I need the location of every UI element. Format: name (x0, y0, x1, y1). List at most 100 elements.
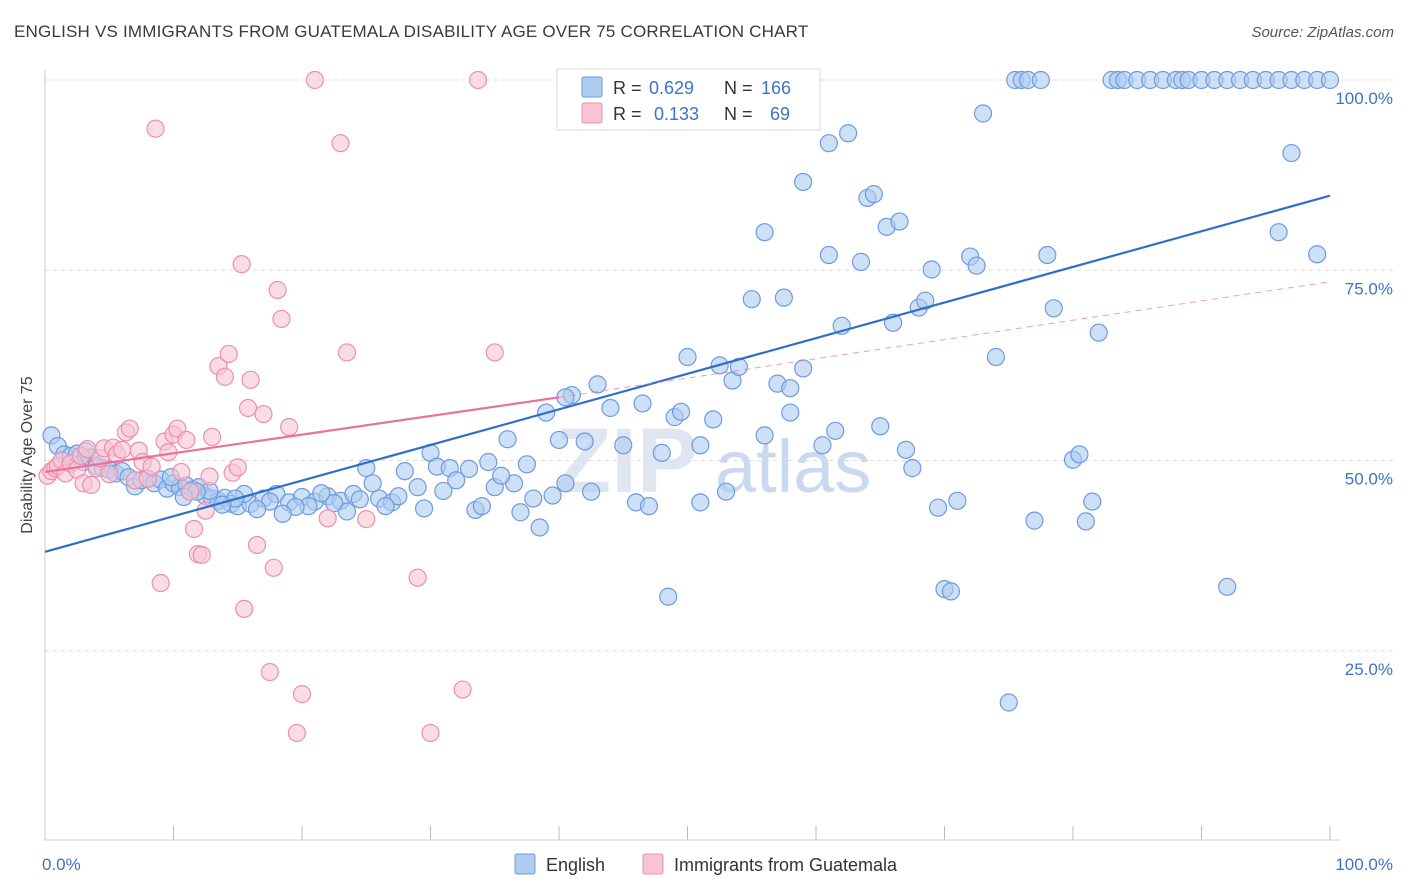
guatemala-point (151, 573, 170, 593)
guatemala-point (184, 519, 204, 539)
guatemala-point (421, 723, 440, 743)
bottom-legend-guatemala: Immigrants from Guatemala (674, 855, 898, 875)
guatemala-point (142, 457, 161, 476)
bottom-swatch-english (514, 853, 536, 875)
guatemala-point (241, 370, 260, 389)
guatemala-point (112, 440, 132, 459)
series-legend: English Immigrants from Guatemala (514, 853, 898, 875)
english-point (755, 223, 774, 242)
english-point (1031, 70, 1050, 90)
english-point (1070, 445, 1089, 464)
legend-english-r-value: 0.629 (649, 78, 694, 98)
guatemala-point (177, 430, 196, 450)
english-point (247, 500, 267, 519)
guatemala-trend-line (44, 396, 560, 474)
english-point (704, 410, 723, 429)
english-point (851, 252, 871, 271)
x-tick-label: 0.0% (42, 855, 81, 874)
english-point (716, 482, 736, 501)
y-tick-label: 25.0% (1345, 660, 1393, 679)
english-point (633, 394, 652, 413)
guatemala-point (292, 685, 312, 704)
guatemala-point (337, 343, 357, 362)
english-point (916, 291, 935, 310)
english-point (556, 474, 575, 493)
english-point (896, 440, 916, 459)
english-point (273, 504, 292, 523)
points-layer (38, 70, 1340, 743)
english-point (530, 518, 549, 537)
english-point (517, 455, 536, 474)
watermark-zip: ZIP (555, 410, 698, 512)
y-tick-labels: 25.0% 50.0% 75.0% 100.0% (1335, 89, 1393, 679)
guatemala-point (357, 509, 376, 529)
english-point (659, 587, 678, 606)
legend-swatch-guatemala (581, 102, 603, 124)
chart-title: ENGLISH VS IMMIGRANTS FROM GUATEMALA DIS… (14, 22, 809, 41)
guatemala-point (219, 344, 238, 364)
english-point (479, 452, 498, 472)
english-point (434, 481, 453, 501)
guatemala-point (264, 558, 283, 577)
english-point (414, 499, 434, 518)
english-point (1083, 492, 1102, 511)
guatemala-point (408, 568, 427, 587)
english-point (511, 503, 530, 522)
x-tick-label: 100.0% (1335, 855, 1393, 874)
english-point (781, 403, 800, 422)
legend-guatemala-n-value: 69 (770, 104, 790, 124)
guatemala-point (318, 509, 337, 528)
english-point (639, 497, 659, 516)
english-point (492, 466, 511, 485)
guatemala-point (453, 680, 472, 699)
guatemala-point (120, 419, 139, 438)
english-point (614, 436, 633, 455)
english-point (928, 498, 948, 517)
english-point (671, 402, 691, 421)
guatemala-point (280, 417, 299, 437)
english-point (575, 432, 594, 451)
english-point (524, 489, 543, 508)
bottom-swatch-guatemala (642, 853, 664, 875)
guatemala-point (82, 475, 101, 494)
english-point (871, 417, 890, 436)
english-point (337, 502, 357, 521)
english-point (582, 482, 601, 501)
english-point (794, 359, 813, 378)
english-point (691, 436, 710, 455)
english-point (890, 212, 909, 231)
english-point (973, 104, 993, 123)
english-point (376, 497, 395, 516)
english-point (903, 459, 922, 478)
guatemala-point (272, 309, 291, 329)
english-point (1038, 245, 1057, 265)
guatemala-point (172, 462, 191, 482)
guatemala-point (100, 465, 119, 484)
trend-layer (44, 194, 1331, 553)
guatemala-point (228, 458, 247, 477)
y-tick-label: 100.0% (1335, 89, 1393, 108)
guatemala-point (238, 398, 258, 418)
bottom-legend-english: English (546, 855, 605, 875)
legend-guatemala-r-label: R = (613, 104, 642, 124)
axis-layer (44, 70, 1340, 841)
guatemala-point (232, 255, 251, 274)
guatemala-point (192, 545, 211, 564)
guatemala-point (485, 343, 504, 362)
english-point (447, 471, 466, 490)
guatemala-trend-extension (558, 281, 1331, 398)
legend-guatemala-n-label: N = (724, 104, 753, 124)
guatemala-point (146, 119, 165, 138)
english-point (781, 379, 800, 398)
english-point (941, 582, 961, 601)
legend-swatch-english (581, 76, 603, 98)
english-point (543, 486, 562, 505)
english-point (819, 134, 838, 153)
english-point (472, 497, 491, 516)
english-point (459, 459, 479, 478)
english-point (864, 185, 883, 204)
english-point (691, 493, 710, 512)
english-point (826, 421, 845, 440)
english-point (1089, 323, 1108, 342)
english-point (1044, 299, 1063, 318)
